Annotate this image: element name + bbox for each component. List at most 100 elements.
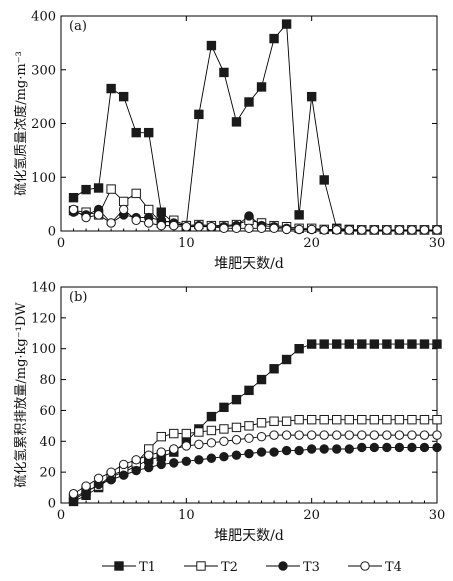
panel-b-data-point-T3: [306, 444, 317, 454]
panel-b-series-line-T2: [73, 419, 437, 499]
panel-a-y-axis-label: 硫化氢质量浓度/mg·m⁻³: [13, 51, 29, 196]
panel-a-data-point-T4: [231, 223, 242, 234]
panel-a-data-point-T1: [118, 91, 129, 102]
panel-b-data-point-T2: [181, 428, 192, 439]
panel-a-data-point-T1: [144, 127, 154, 138]
panel-a-data-point-T4: [306, 224, 317, 235]
panel-b-data-point-T3: [432, 442, 442, 453]
panel-a-data-point-T4: [169, 220, 179, 231]
panel-b-data-point-T1: [219, 402, 229, 413]
panel-b-data-point-T1: [382, 339, 392, 349]
legend-marker-T3: [278, 561, 288, 571]
panel-b-data-point-T1: [394, 339, 405, 349]
panel-a-data-point-T4: [281, 224, 292, 235]
panel-b-y-tick-label: 20: [39, 466, 56, 481]
panel-b-data-point-T3: [269, 447, 279, 457]
panel-a-plot-frame: [60, 15, 438, 232]
panel-a-data-point-T4: [294, 224, 304, 235]
panel-a-data-point-T4: [131, 215, 141, 225]
panel-a-data-point-T4: [118, 204, 129, 215]
panel-b-data-point-T2: [269, 416, 279, 426]
panel-b-data-point-T3: [344, 444, 354, 454]
panel-b-y-tick-label: 120: [31, 311, 56, 326]
panel-a-data-point-T2: [106, 184, 116, 194]
panel-b-data-point-T3: [131, 465, 141, 476]
panel-b-data-point-T2: [432, 414, 442, 425]
panel-b-data-point-T1: [419, 339, 430, 349]
panel-b-data-point-T2: [382, 414, 392, 425]
panel-b-data-point-T2: [156, 431, 166, 442]
panel-b-series-T4: [68, 430, 442, 499]
panel-a-data-point-T1: [281, 19, 292, 29]
legend-item-T3: T3: [266, 560, 320, 575]
panel-b-y-tick-label: 80: [39, 373, 56, 388]
panel-b-data-point-T3: [156, 459, 166, 470]
panel-b-data-point-T3: [319, 444, 329, 454]
panel-b-data-point-T3: [382, 442, 392, 453]
panel-b-data-point-T3: [294, 445, 304, 456]
panel-b-data-point-T2: [231, 422, 242, 433]
panel-b-data-point-T2: [169, 428, 179, 439]
panel-a-data-point-T4: [269, 223, 279, 234]
panel-b-data-point-T3: [206, 453, 217, 463]
panel-b-data-point-T1: [332, 339, 342, 349]
panel-b-data-point-T4: [281, 430, 292, 440]
legend-label-T4: T4: [385, 560, 402, 575]
panel-b-data-point-T4: [294, 430, 304, 440]
panel-b-data-point-T4: [144, 450, 154, 460]
panel-a-series-T4: [68, 204, 442, 235]
panel-a-data-point-T3: [244, 211, 254, 221]
panel-b-y-tick-label: 140: [31, 281, 56, 296]
panel-b-data-point-T4: [357, 430, 367, 440]
panel-a-data-point-T4: [332, 225, 342, 235]
panel-a-x-tick-label: 30: [429, 236, 446, 251]
panel-a-data-point-T1: [244, 97, 254, 107]
panel-a-data-point-T4: [394, 225, 405, 235]
legend-label-T2: T2: [221, 560, 238, 575]
panel-b-x-tick-label: 30: [429, 508, 446, 523]
legend-marker-T2: [196, 561, 206, 571]
panel-a-data-point-T4: [407, 225, 417, 235]
panel-a-data-point-T4: [319, 225, 329, 235]
panel-a-data-point-T2: [144, 204, 154, 215]
panel-b-data-point-T4: [131, 455, 141, 465]
panel-b-data-point-T1: [407, 339, 417, 349]
panel-a-x-axis-label: 堆肥天数/d: [214, 256, 284, 272]
panel-a-data-point-T2: [118, 196, 129, 207]
panel-b-data-point-T4: [394, 430, 405, 440]
panel-b-data-point-T2: [319, 414, 329, 425]
panel-b-data-point-T3: [332, 444, 342, 454]
panel-a-data-point-T4: [144, 218, 154, 228]
panel-a-x-tick-label: 20: [303, 236, 320, 251]
panel-b-data-point-T2: [344, 414, 354, 425]
panel-a-data-point-T4: [181, 222, 192, 232]
panel-b-data-point-T4: [118, 459, 129, 470]
panel-a-data-point-T4: [256, 223, 267, 234]
legend-marker-T4: [360, 561, 370, 571]
panel-a-data-point-T4: [344, 225, 354, 235]
panel-b-data-point-T3: [407, 442, 417, 453]
panel-b-data-point-T4: [244, 433, 254, 443]
panel-a-data-point-T4: [244, 223, 254, 234]
panel-b-y-tick-label: 40: [39, 435, 56, 450]
panel-b-data-point-T4: [306, 430, 317, 440]
panel-b-data-point-T4: [169, 444, 179, 454]
panel-a-chart: 0 10 20 300100200300400(a)堆肥天数/d硫化氢质量浓度/mg·…: [13, 10, 445, 273]
panel-b-data-point-T3: [281, 445, 292, 456]
panel-b-chart: 0 10 20 30 0 20 40 60 80 100 120 140 (b) 堆肥天数/d 硫化氢累积排…: [14, 281, 445, 545]
panel-b-data-point-T2: [407, 414, 417, 425]
panel-a-data-point-T4: [194, 222, 204, 232]
panel-b-series-T2: [68, 414, 442, 504]
panel-b-data-point-T3: [219, 452, 229, 462]
panel-b-data-point-T1: [357, 339, 367, 349]
panel-a-data-point-T4: [156, 220, 166, 231]
legend: T1 T2 T3 T4: [102, 560, 402, 575]
panel-b-data-point-T4: [106, 467, 116, 477]
panel-a-data-point-T4: [68, 204, 79, 215]
panel-a-data-point-T2: [131, 188, 141, 199]
legend-marker-T1: [114, 561, 124, 571]
panel-b-data-point-T1: [432, 339, 442, 349]
panel-b-data-point-T4: [419, 430, 430, 440]
legend-item-T4: T4: [348, 560, 402, 575]
